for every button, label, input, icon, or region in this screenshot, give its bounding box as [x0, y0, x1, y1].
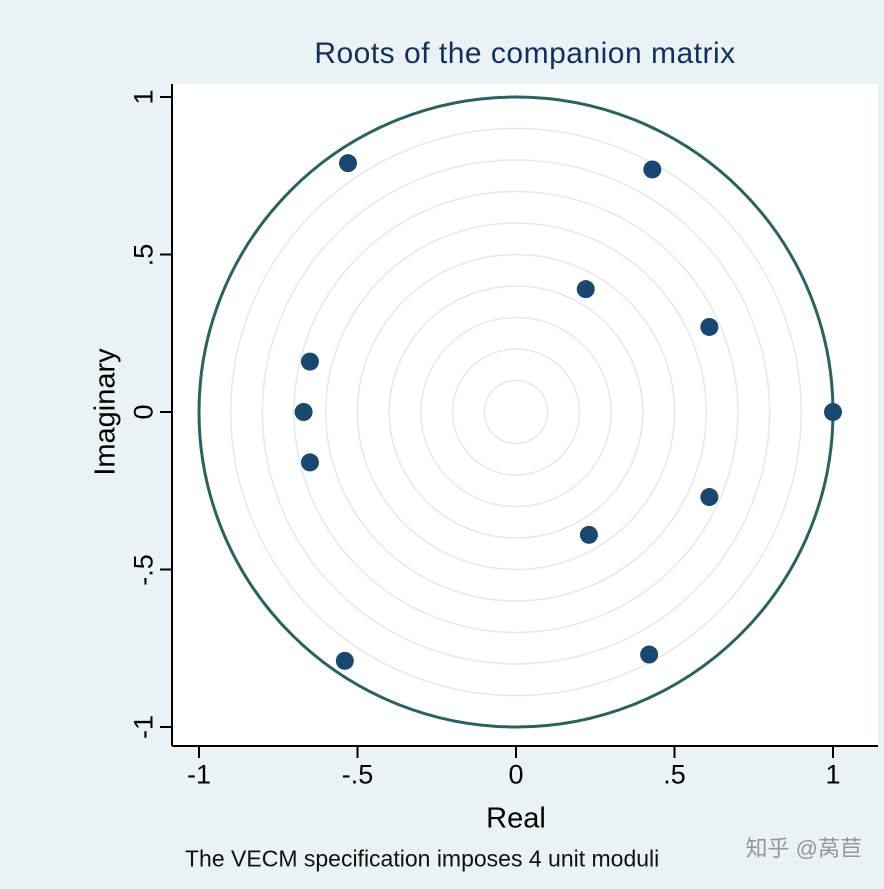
x-tick-label: -1 — [186, 759, 212, 790]
root-point — [579, 525, 598, 544]
grid-circle — [356, 253, 676, 571]
plot-background — [172, 84, 878, 746]
x-tick-label: 0 — [508, 759, 524, 790]
y-tick-label: -1 — [128, 714, 159, 740]
grid-circle — [420, 316, 612, 508]
root-point — [824, 403, 842, 421]
root-point — [700, 317, 719, 336]
grid-circle — [388, 285, 644, 539]
watermark-text: 知乎 @莴苣 — [745, 836, 862, 861]
root-point — [300, 352, 319, 371]
grid-circle — [324, 222, 707, 602]
grid-circle — [483, 379, 549, 445]
chart-note: The VECM specification imposes 4 unit mo… — [185, 845, 660, 872]
y-axis-title: Imaginary — [89, 348, 122, 476]
x-tick-label: 1 — [825, 759, 841, 790]
root-point — [700, 488, 719, 507]
root-point — [300, 453, 319, 472]
y-tick-label: 1 — [128, 89, 159, 105]
grid-circle — [261, 159, 771, 665]
root-point — [294, 403, 313, 421]
root-point — [643, 160, 662, 179]
root-point — [338, 154, 357, 173]
root-point — [576, 280, 595, 299]
y-tick-label: .5 — [128, 243, 159, 266]
root-point — [640, 645, 659, 664]
grid-circle — [293, 190, 739, 634]
grid-circle — [229, 127, 803, 697]
y-tick-label: -.5 — [128, 553, 159, 586]
grid-circle — [451, 348, 581, 476]
chart-title: Roots of the companion matrix — [314, 37, 736, 70]
root-point — [335, 651, 354, 670]
x-tick-label: .5 — [663, 759, 686, 790]
y-tick-label: 0 — [128, 404, 159, 420]
x-axis-title: Real — [486, 802, 546, 835]
x-tick-label: -.5 — [341, 759, 374, 790]
